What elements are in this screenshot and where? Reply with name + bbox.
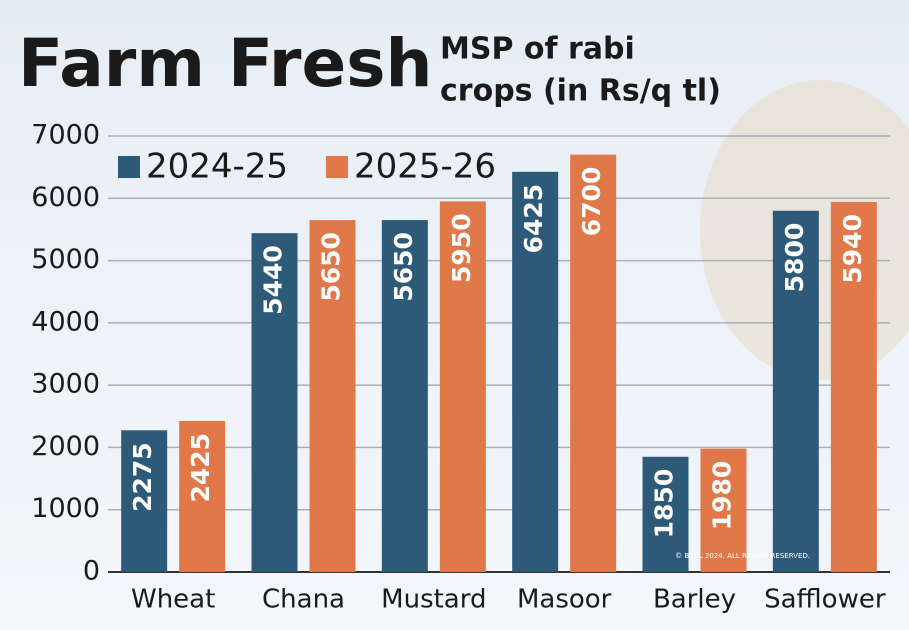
bar xyxy=(251,233,298,572)
y-tick-label: 1000 xyxy=(31,493,100,524)
bar xyxy=(772,210,819,572)
value-label: 5940 xyxy=(838,214,867,284)
chart-subtitle: MSP of rabi xyxy=(440,32,635,67)
value-label: 2275 xyxy=(128,442,157,512)
bar xyxy=(570,154,617,572)
bar xyxy=(512,171,559,573)
y-tick-label: 2000 xyxy=(31,431,100,462)
legend-swatch xyxy=(326,156,348,178)
bar xyxy=(381,220,428,573)
x-tick-label: Chana xyxy=(262,585,345,615)
bar xyxy=(179,420,226,572)
value-label: 5950 xyxy=(447,213,476,283)
legend-swatch xyxy=(118,156,140,178)
legend-label: 2025-26 xyxy=(354,147,496,187)
value-label: 6700 xyxy=(577,167,606,237)
bar xyxy=(439,201,486,572)
y-tick-label: 4000 xyxy=(31,306,100,337)
x-tick-label: Safflower xyxy=(764,585,886,615)
y-tick-label: 5000 xyxy=(31,244,100,275)
value-label: 5650 xyxy=(389,232,418,302)
value-label: 5440 xyxy=(259,245,288,315)
value-label: 1850 xyxy=(650,469,679,539)
bar xyxy=(309,220,356,573)
value-label: 5650 xyxy=(317,232,346,302)
y-tick-label: 7000 xyxy=(31,120,100,151)
y-tick-label: 6000 xyxy=(31,182,100,213)
y-tick-label: 3000 xyxy=(31,369,100,400)
bar xyxy=(642,456,689,572)
value-label: 6425 xyxy=(519,184,548,254)
bar xyxy=(830,202,877,572)
chart-subtitle: crops (in Rs/q tl) xyxy=(440,74,721,109)
x-tick-label: Mustard xyxy=(381,585,486,615)
value-label: 2425 xyxy=(186,433,215,503)
x-tick-label: Wheat xyxy=(131,585,215,615)
chart-title: Farm Fresh xyxy=(18,25,433,102)
value-label: 5800 xyxy=(780,223,809,293)
bar xyxy=(700,448,747,572)
x-tick-label: Masoor xyxy=(517,585,612,615)
credit: © BCCL 2024. ALL RIGHTS RESERVED. xyxy=(675,552,810,560)
x-tick-label: Barley xyxy=(653,585,736,615)
legend-label: 2024-25 xyxy=(146,147,288,187)
bar xyxy=(121,430,168,572)
y-tick-label: 0 xyxy=(83,556,100,587)
value-label: 1980 xyxy=(708,461,737,531)
